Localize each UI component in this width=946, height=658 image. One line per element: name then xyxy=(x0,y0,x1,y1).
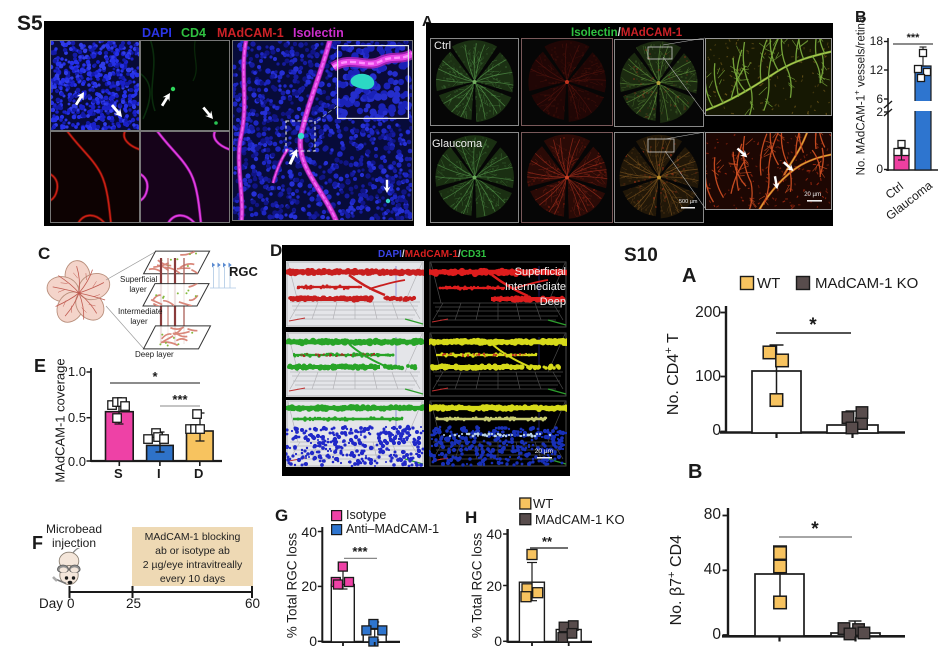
svg-text:***: *** xyxy=(907,32,921,44)
svg-text:20 µm: 20 µm xyxy=(804,192,821,198)
svg-text:500 µm: 500 µm xyxy=(679,199,698,205)
